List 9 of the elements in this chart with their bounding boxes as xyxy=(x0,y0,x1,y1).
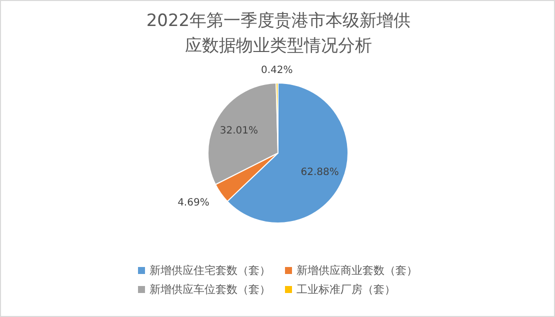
data-label: 32.01% xyxy=(220,126,258,137)
legend-label: 新增供应住宅套数（套） xyxy=(150,263,270,278)
data-label: 62.88% xyxy=(300,166,339,178)
legend-label: 工业标准厂房（套） xyxy=(296,282,396,297)
legend-label: 新增供应商业套数（套） xyxy=(296,263,418,278)
chart-title: 2022年第一季度贵港市本级新增供应数据物业类型情况分析 xyxy=(145,10,412,58)
data-label: 4.69% xyxy=(178,197,210,208)
legend-label: 新增供应车位套数（套） xyxy=(150,282,270,297)
data-label: 0.42% xyxy=(261,65,293,76)
